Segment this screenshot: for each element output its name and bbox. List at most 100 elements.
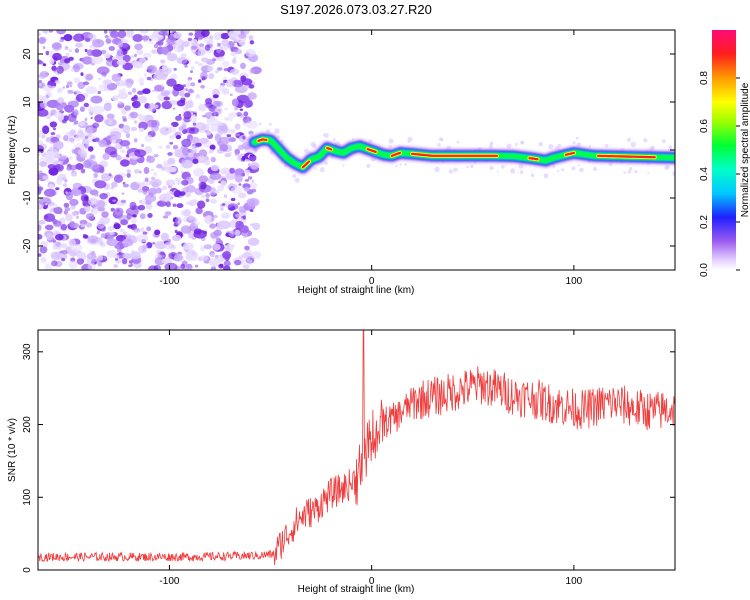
noise-speckle [198, 149, 208, 158]
colorbar-tick-label: 0.8 [699, 71, 710, 85]
noise-speckle [249, 209, 254, 212]
noise-speckle [80, 72, 84, 76]
noise-speckle [170, 73, 178, 80]
noise-speckle [312, 143, 317, 149]
noise-speckle [323, 132, 329, 138]
noise-speckle [38, 234, 43, 240]
noise-speckle [220, 32, 230, 40]
noise-speckle [185, 82, 191, 88]
noise-speckle [439, 137, 444, 142]
y-tick-label: 0 [22, 567, 33, 573]
spectrogram-xlabel: Height of straight line (km) [298, 285, 415, 296]
noise-speckle [93, 172, 98, 178]
noise-speckle [115, 154, 122, 161]
noise-speckle [69, 156, 73, 160]
noise-speckle [489, 143, 493, 146]
noise-speckle [66, 81, 73, 86]
noise-speckle [190, 147, 198, 153]
noise-speckle [54, 79, 61, 84]
noise-speckle [118, 89, 122, 93]
noise-speckle [164, 166, 175, 173]
noise-speckle [45, 50, 50, 56]
noise-speckle [151, 89, 156, 92]
snr-frame [37, 329, 676, 571]
noise-speckle [208, 73, 215, 80]
noise-speckle [135, 234, 149, 243]
noise-speckle [144, 134, 153, 142]
noise-speckle [84, 117, 88, 122]
noise-speckle [207, 65, 215, 72]
noise-speckle [395, 164, 398, 168]
noise-speckle [129, 111, 139, 119]
noise-speckle [75, 93, 86, 102]
noise-speckle [229, 151, 232, 156]
noise-speckle [178, 126, 184, 132]
noise-speckle [68, 49, 73, 53]
noise-speckle [192, 122, 197, 126]
noise-speckle [172, 203, 177, 207]
noise-speckle [519, 170, 524, 174]
noise-speckle [60, 224, 68, 231]
noise-speckle [212, 158, 216, 162]
noise-speckle [106, 135, 111, 140]
noise-speckle [65, 191, 68, 194]
noise-speckle [63, 63, 71, 70]
noise-speckle [42, 30, 50, 35]
noise-speckle [209, 172, 222, 181]
noise-speckle [150, 168, 155, 172]
noise-speckle [64, 47, 69, 50]
noise-speckle [176, 179, 181, 185]
noise-speckle [173, 32, 182, 39]
spectrogram-x-ticks: -100 0 100 [159, 30, 583, 287]
noise-speckle [530, 173, 535, 177]
noise-speckle [59, 39, 64, 43]
noise-speckle [579, 167, 584, 173]
noise-speckle [238, 192, 247, 199]
noise-speckle [110, 30, 120, 38]
noise-speckle [126, 172, 131, 178]
noise-speckle [119, 228, 125, 233]
x-tick-label: -100 [159, 576, 179, 587]
noise-speckle [668, 145, 673, 149]
noise-speckle [181, 94, 185, 99]
noise-speckle [56, 65, 64, 74]
noise-speckle [53, 69, 57, 73]
noise-speckle [69, 129, 76, 137]
snr-panel: -100 0 100 0 100 200 300 Height of straight l… [7, 329, 676, 595]
noise-speckle [164, 262, 178, 270]
noise-speckle [198, 36, 203, 41]
noise-speckle [174, 46, 183, 53]
noise-speckle [154, 229, 161, 236]
noise-speckle [588, 145, 592, 148]
noise-speckle [181, 41, 190, 48]
colorbar-gradient [712, 30, 736, 270]
noise-speckle [229, 117, 233, 122]
noise-speckle [48, 183, 55, 189]
frequency-track-peak [301, 160, 311, 169]
noise-speckle [136, 49, 144, 56]
noise-speckle [153, 43, 159, 49]
noise-speckle [166, 190, 174, 196]
noise-speckle [180, 263, 186, 270]
noise-speckle [106, 113, 115, 120]
noise-speckle [161, 185, 168, 191]
noise-speckle [210, 266, 217, 270]
noise-speckle [96, 220, 105, 230]
noise-speckle [103, 118, 113, 126]
noise-speckle [148, 187, 158, 195]
y-tick-label: -20 [22, 238, 33, 253]
noise-speckle [90, 208, 99, 215]
noise-speckle [91, 49, 103, 57]
noise-speckle [109, 231, 115, 236]
noise-speckle [151, 49, 157, 54]
noise-speckle [209, 187, 217, 196]
noise-speckle [234, 220, 244, 230]
noise-speckle [169, 99, 178, 106]
noise-speckle [572, 141, 576, 145]
noise-speckle [211, 111, 219, 117]
noise-speckle [139, 81, 144, 86]
noise-speckle [184, 100, 194, 109]
noise-speckle [212, 58, 217, 62]
noise-speckle [133, 169, 141, 174]
noise-speckle [68, 137, 75, 142]
